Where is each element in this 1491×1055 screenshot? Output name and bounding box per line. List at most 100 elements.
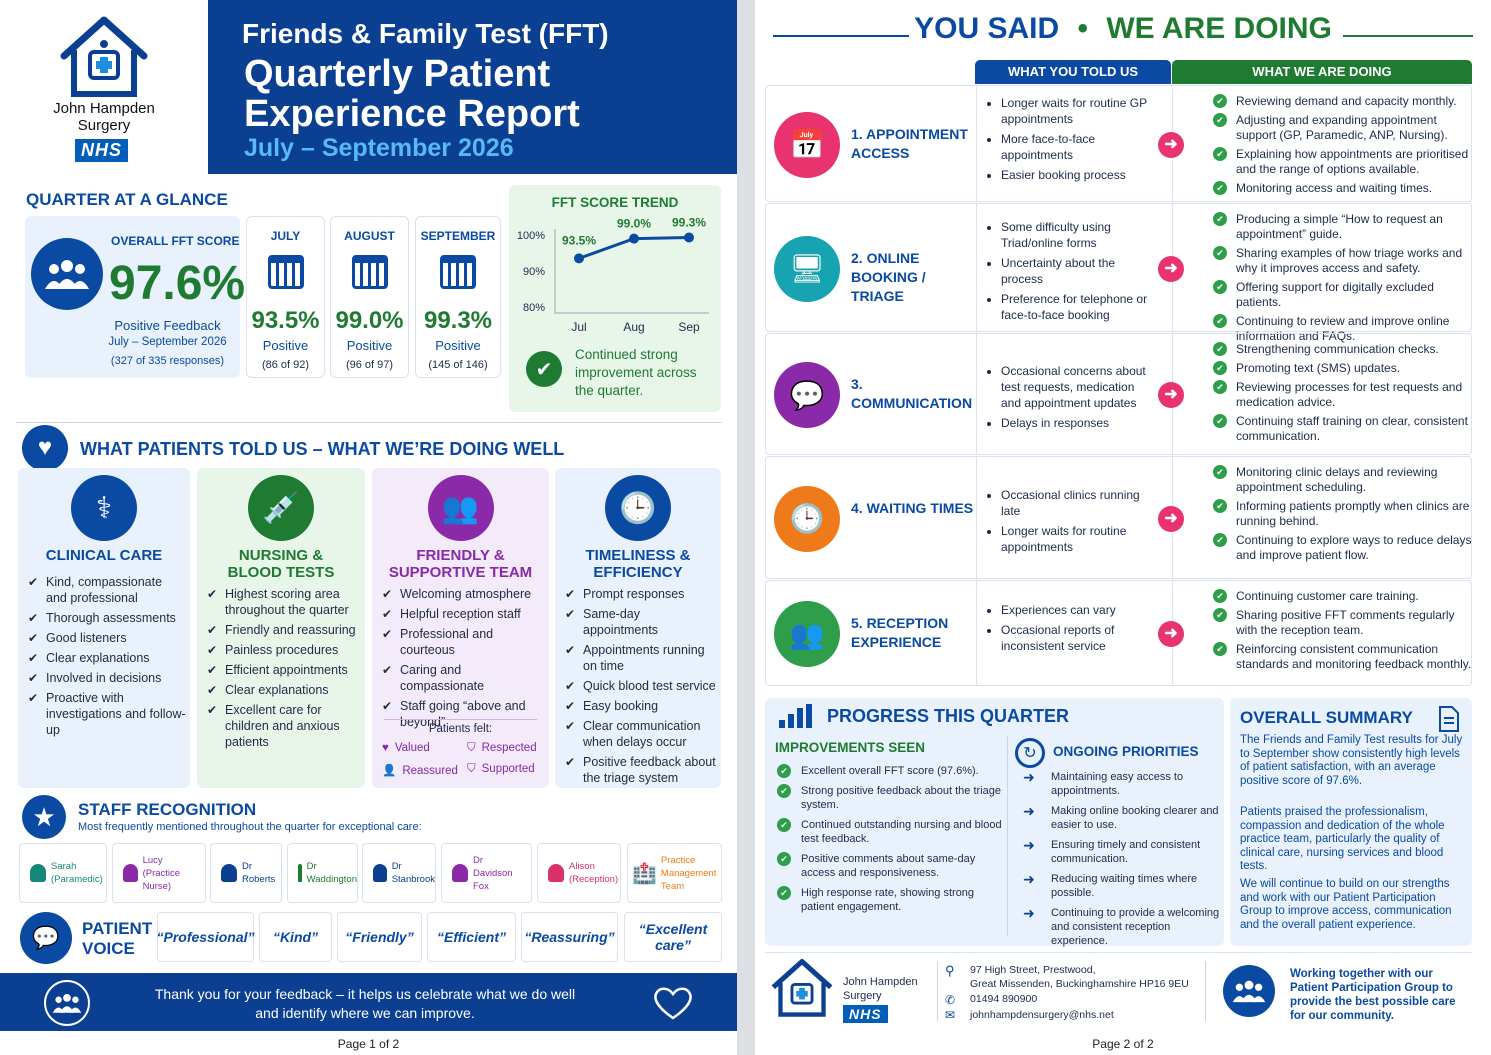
footer-address: 97 High Street, Prestwood, Great Missende…: [970, 963, 1189, 991]
list-item: Good listeners: [24, 630, 186, 646]
bar-chart-icon: [779, 704, 812, 728]
data-label: 93.5%: [562, 233, 596, 247]
feedback-row: 👥 5. RECEPTION EXPERIENCE Experiences can …: [765, 580, 1472, 686]
priority-item: Maintaining easy access to appointments.: [1021, 770, 1221, 798]
felt-item: 👤 Reassured: [382, 763, 458, 777]
staff-name: Alison (Reception): [569, 860, 618, 886]
data-point: [684, 232, 694, 243]
told-item: Some difficulty using Triad/online forms: [1001, 219, 1154, 251]
category-title: NURSING & BLOOD TESTS: [197, 547, 365, 581]
well-title: WHAT PATIENTS TOLD US – WHAT WE’RE DOING…: [80, 439, 565, 459]
month-label: Positive: [346, 338, 393, 353]
divider: [384, 719, 537, 720]
syringe-icon: 💉: [248, 475, 314, 541]
ongoing-title: ONGOING PRIORITIES: [1053, 744, 1199, 759]
doing-list: Producing a simple “How to request an ap…: [1209, 212, 1479, 348]
page2-title: YOU SAID • WE ARE DOING: [755, 12, 1491, 46]
told-list: Experiences can vary Occasional reports o…: [989, 602, 1154, 658]
category-title: FRIENDLY & SUPPORTIVE TEAM: [372, 547, 549, 581]
told-item: Uncertainty about the process: [1001, 255, 1154, 287]
footer-phone[interactable]: 01494 890900: [970, 993, 1038, 1005]
priority-item: Ensuring timely and consistent communica…: [1021, 838, 1221, 866]
told-item: Occasional reports of inconsistent servi…: [1001, 622, 1154, 654]
footer-email[interactable]: johnhampdensurgery@nhs.net: [970, 1009, 1114, 1021]
y-tick-label: 100%: [517, 230, 545, 242]
x-tick-label: Aug: [623, 320, 644, 334]
month-label: Positive: [262, 338, 309, 353]
group-icon: [44, 980, 90, 1026]
col-header-told: WHAT YOU TOLD US: [975, 60, 1171, 84]
staff-card: Lucy (Practice Nurse): [112, 843, 206, 903]
improvements-title: IMPROVEMENTS SEEN: [775, 740, 926, 755]
category-title-1: FRIENDLY &: [416, 547, 505, 564]
row-label: 2. ONLINE BOOKING / TRIAGE: [851, 249, 926, 304]
header-title-line-2: Experience Report: [244, 93, 580, 135]
staff-name: Dr Stanbrook: [392, 860, 435, 886]
feedback-row: 🕒 4. WAITING TIMES Occasional clinics runn…: [765, 456, 1472, 579]
staff-name: Dr Roberts: [242, 860, 275, 886]
arrow-right-icon: ➜: [1158, 131, 1184, 158]
footer-name-2: Surgery: [843, 990, 882, 1002]
doing-item: Sharing examples of how triage works and…: [1209, 246, 1479, 276]
month-count: (145 of 146): [428, 359, 488, 371]
summary-section: OVERALL SUMMARY The Friends and Family T…: [1230, 698, 1472, 946]
list-item: Clear explanations: [203, 682, 361, 698]
felt-item: ⛉ Respected: [467, 742, 537, 755]
staff-name: Sarah (Paramedic): [51, 860, 103, 886]
divider: [976, 457, 977, 578]
logo-name-1: John Hampden: [53, 100, 155, 117]
voice-title-1: PATIENT: [82, 919, 153, 938]
overall-score-period: July – September 2026: [108, 336, 227, 348]
improvement-item: High response rate, showing strong patie…: [777, 886, 1005, 914]
divider: [1007, 736, 1008, 936]
glance-title: QUARTER AT A GLANCE: [26, 190, 228, 209]
calendar-icon: [351, 255, 388, 289]
progress-title: PROGRESS THIS QUARTER: [827, 706, 1070, 726]
refresh-icon: ↻: [1015, 738, 1045, 768]
category-title-1: CLINICAL CARE: [45, 547, 163, 564]
improvement-item: Continued outstanding nursing and blood …: [777, 818, 1005, 846]
staff-name-2: (Reception): [569, 874, 619, 885]
row-label: 4. WAITING TIMES: [851, 499, 974, 516]
improvements-list: Excellent overall FFT score (97.6%). Stro…: [777, 764, 1005, 920]
category-title-1: TIMELINESS &: [585, 547, 691, 564]
patient-quote: “Kind”: [259, 912, 332, 962]
data-point: [629, 233, 639, 244]
staff-name-1: Dr: [306, 861, 317, 872]
clock-icon: 🕒: [774, 485, 840, 552]
report-header: John Hampden Surgery NHS Friends & Family…: [0, 0, 737, 174]
list-item: Kind, compassionate and professional: [24, 574, 186, 606]
doing-item: Reviewing demand and capacity monthly.: [1209, 94, 1479, 109]
month-score: 93.5%: [251, 307, 320, 334]
list-item: Painless procedures: [203, 642, 361, 658]
improvement-item: Excellent overall FFT score (97.6%).: [777, 764, 1005, 778]
overall-score-value: 97.6%: [109, 257, 246, 310]
category-card: 💉 NURSING &BLOOD TESTS Highest scoring are…: [197, 468, 365, 788]
category-title-1: NURSING &: [238, 547, 324, 564]
footer-thanks: Thank you for your feedback – it helps u…: [120, 985, 610, 1023]
staff-card: Dr Stanbrook: [362, 843, 436, 903]
address-line-1: 97 High Street, Prestwood,: [970, 964, 1096, 976]
data-point: [574, 253, 584, 264]
logo-name-2: Surgery: [77, 117, 131, 134]
list-item: Excellent care for children and anxious …: [203, 702, 361, 750]
category-title-2: BLOOD TESTS: [227, 564, 335, 581]
month-count: (96 of 97): [345, 359, 394, 371]
doing-item: Continuing to explore ways to reduce del…: [1209, 533, 1479, 563]
divider: [937, 961, 938, 1021]
footer-surgery-name: John Hampden Surgery: [843, 975, 918, 1003]
trend-title: FFT SCORE TREND: [551, 195, 679, 210]
category-list: Prompt responses Same-day appointments App…: [561, 586, 717, 790]
document-icon: [1439, 706, 1459, 732]
speech-bubble-icon: 💬: [20, 912, 72, 964]
staff-name-2: (Practice Nurse): [142, 867, 181, 892]
patient-quote: “Reassuring”: [521, 912, 618, 962]
calendar-icon: [440, 255, 476, 289]
felt-item: ♥ Valued: [382, 742, 430, 754]
arrow-right-icon: ➜: [1158, 505, 1184, 532]
divider: [976, 204, 977, 331]
told-item: Preference for telephone or face-to-face…: [1001, 291, 1154, 323]
told-item: Occasional concerns about test requests,…: [1001, 363, 1154, 411]
title-dot: •: [1077, 12, 1088, 45]
page-2: YOU SAID • WE ARE DOING WHAT YOU TOLD US…: [755, 0, 1491, 1055]
